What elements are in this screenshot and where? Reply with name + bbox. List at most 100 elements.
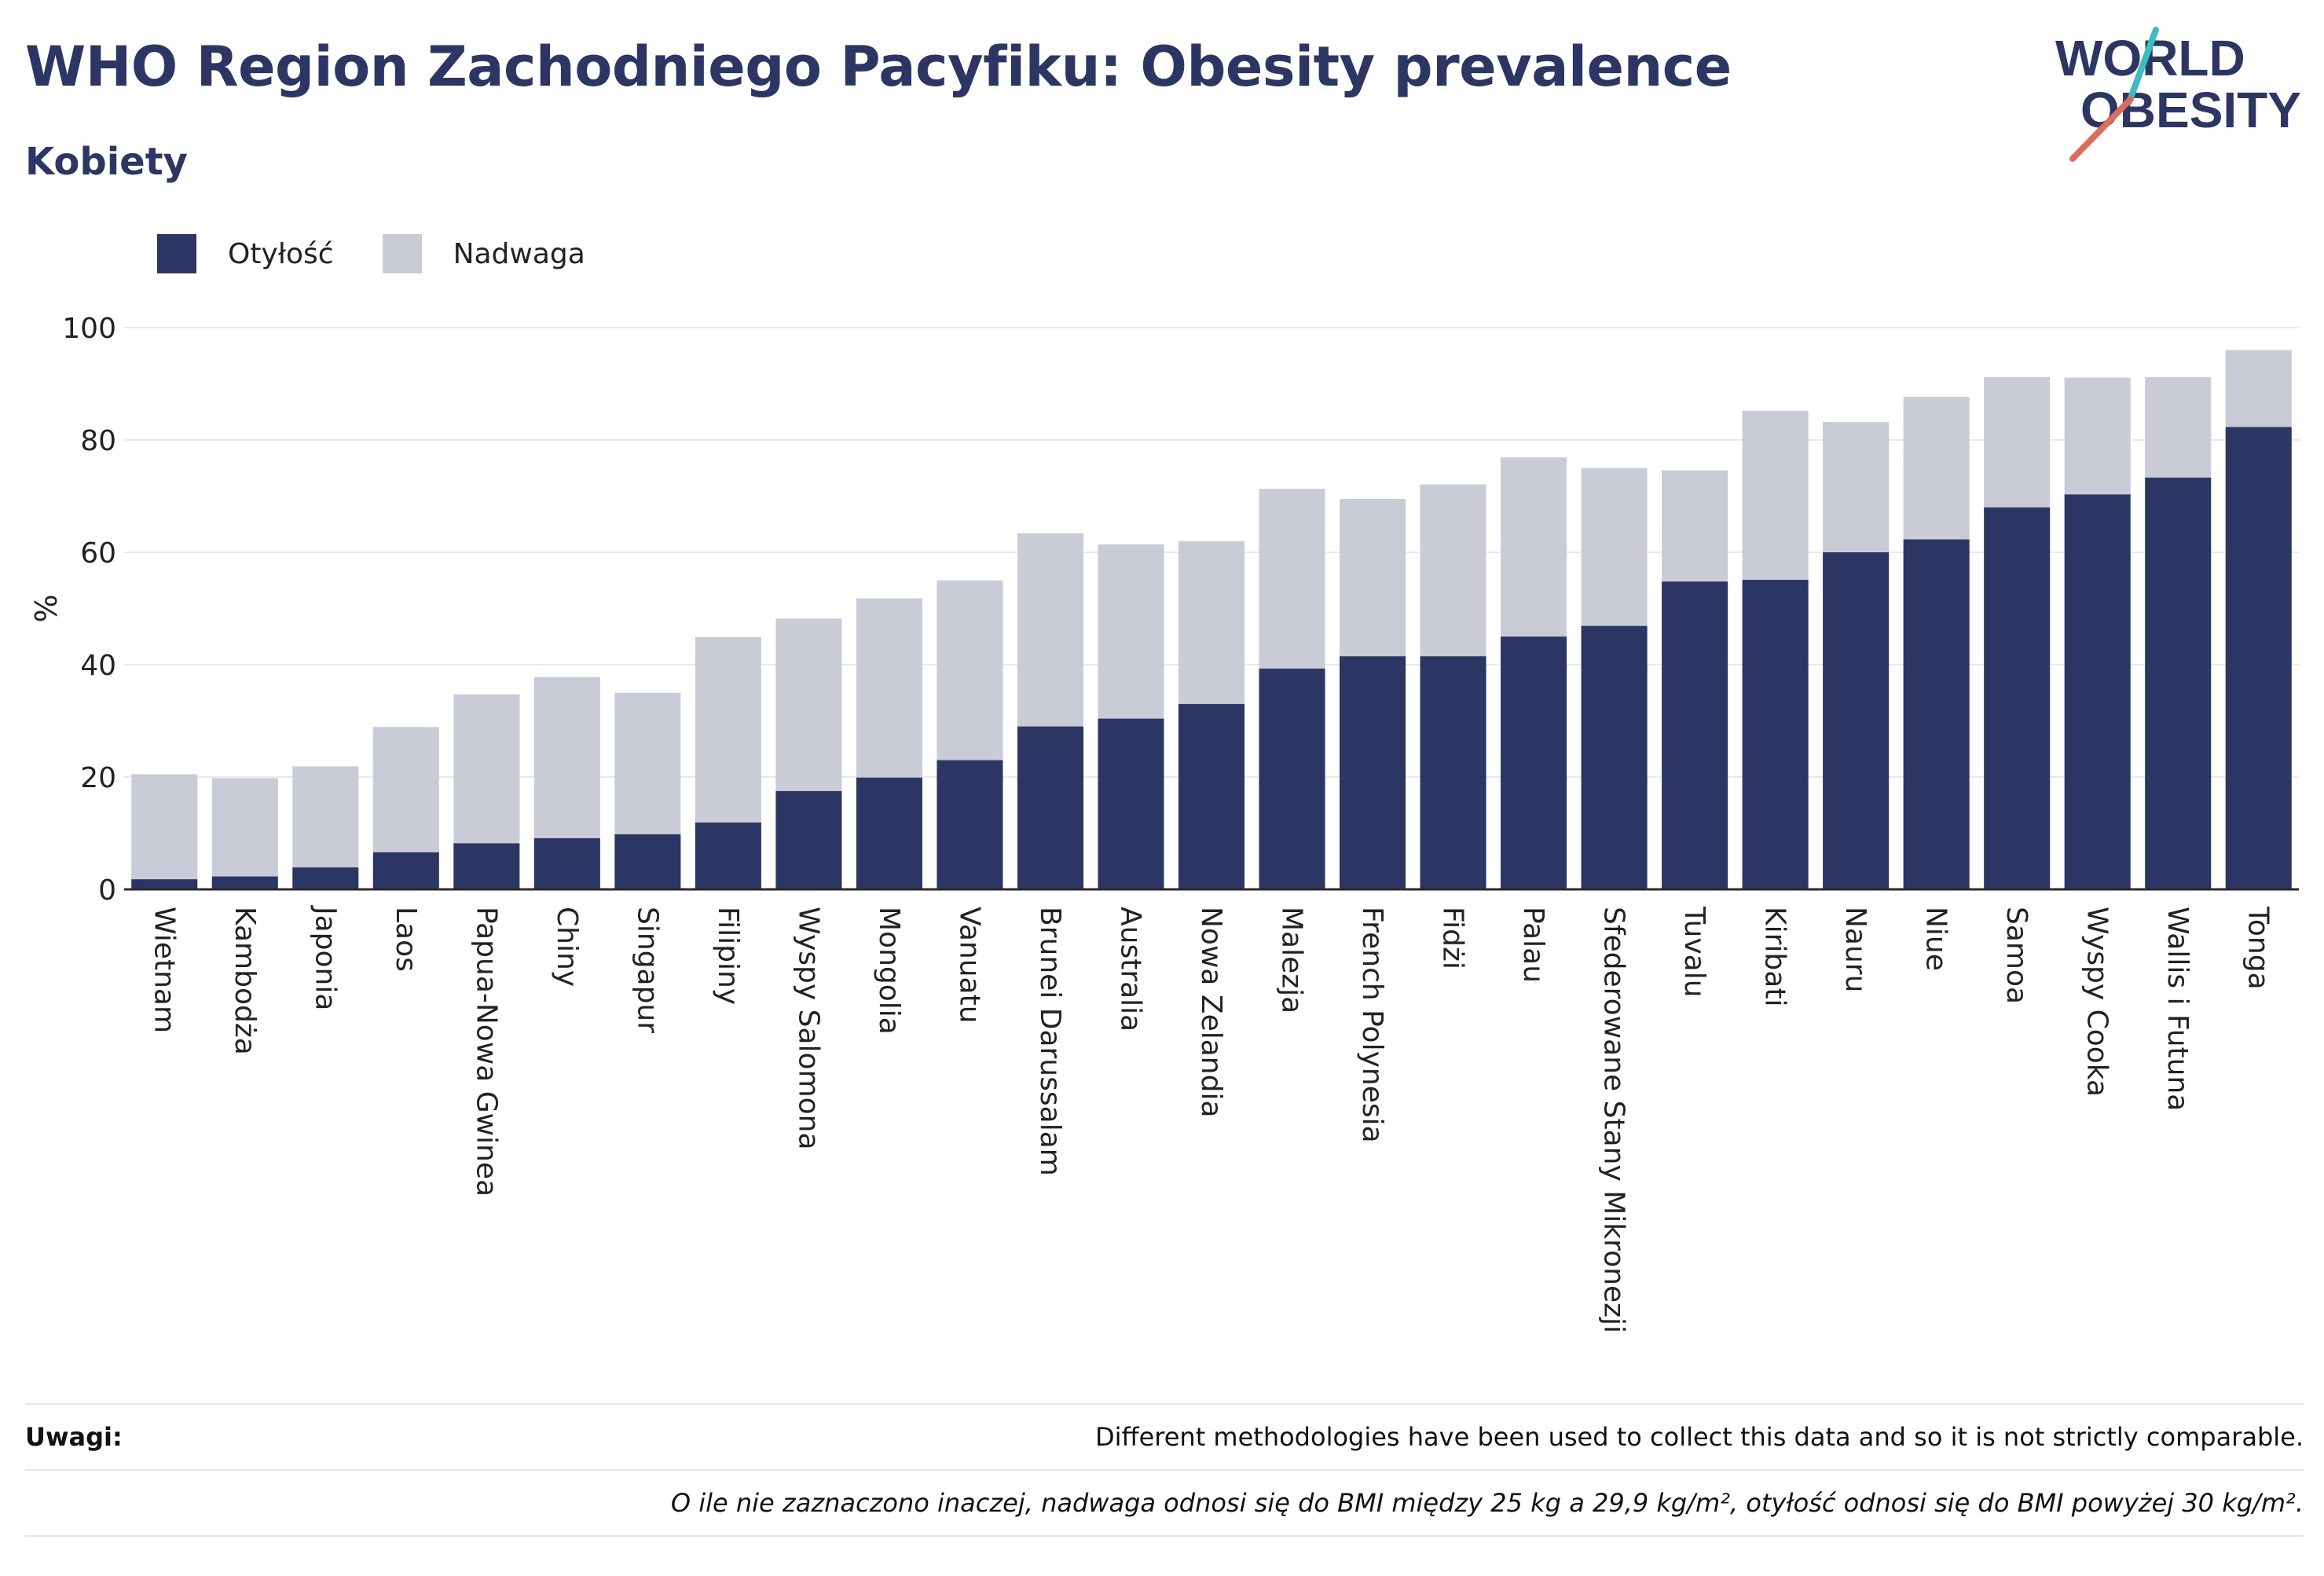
- x-tick-label: Fidżi: [1437, 907, 1469, 969]
- bar-overweight: [1662, 470, 1728, 582]
- bar-overweight: [533, 676, 600, 838]
- bar-overweight: [856, 598, 922, 778]
- bar-obesity: [2064, 494, 2131, 889]
- x-tick-label: Japonia: [309, 905, 341, 1010]
- bar-obesity: [856, 777, 922, 889]
- bar-obesity: [2145, 477, 2212, 889]
- bar-obesity: [211, 876, 278, 889]
- bar-obesity: [1178, 704, 1245, 889]
- x-tick-label: Kiribati: [1759, 907, 1791, 1006]
- legend-swatch-obesity: [157, 234, 196, 273]
- notes-divider-middle: [25, 1469, 2304, 1471]
- bar-overweight: [292, 766, 359, 868]
- x-tick-label: Kambodża: [229, 907, 261, 1055]
- bar-obesity: [1259, 669, 1325, 889]
- bar-overweight: [1581, 467, 1648, 626]
- bar-obesity: [2225, 427, 2292, 889]
- chart-subtitle: Kobiety: [25, 140, 188, 184]
- legend-label-overweight: Nadwaga: [453, 237, 585, 270]
- bar-obesity: [1903, 539, 1970, 889]
- bar-obesity: [292, 867, 359, 889]
- x-tick-label: Nowa Zelandia: [1195, 907, 1227, 1118]
- bar-overweight: [1903, 396, 1970, 540]
- bar-overweight: [775, 618, 842, 791]
- bar-overweight: [1178, 541, 1245, 705]
- bar-overweight: [1420, 484, 1486, 657]
- bar-overweight: [1098, 544, 1164, 719]
- bar-obesity: [775, 790, 842, 889]
- y-tick-label: 20: [80, 762, 116, 794]
- x-tick-label: Laos: [390, 907, 422, 972]
- bar-obesity: [1340, 656, 1406, 889]
- notes-section: Uwagi: Different methodologies have been…: [25, 1403, 2304, 1537]
- x-tick-label: Wyspy Salomona: [792, 907, 824, 1150]
- x-tick-label: Palau: [1517, 907, 1549, 983]
- notes-divider-bottom: [25, 1535, 2304, 1537]
- x-tick-label: Mongolia: [873, 907, 905, 1035]
- y-tick-label: 80: [80, 425, 116, 457]
- bar-overweight: [2064, 377, 2131, 495]
- x-tick-label: Papua-Nowa Gwinea: [470, 907, 502, 1197]
- bar-overweight: [131, 774, 198, 880]
- bar-obesity: [614, 834, 681, 889]
- bar-obesity: [1742, 580, 1809, 889]
- x-tick-label: Nauru: [1839, 907, 1871, 992]
- x-tick-label: Australia: [1114, 907, 1146, 1032]
- bar-overweight: [1501, 457, 1567, 637]
- bar-overweight: [1017, 533, 1083, 727]
- bar-overweight: [1340, 499, 1406, 657]
- notes-definition: O ile nie zaznaczono inaczej, nadwaga od…: [670, 1488, 2304, 1518]
- bar-obesity: [1823, 552, 1890, 889]
- bar-overweight: [614, 692, 681, 834]
- notes-label: Uwagi:: [25, 1422, 123, 1452]
- bar-obesity: [453, 843, 520, 889]
- y-axis-label: %: [29, 594, 64, 622]
- bar-overweight: [211, 778, 278, 877]
- bar-overweight: [1742, 410, 1809, 581]
- x-tick-label: Vanuatu: [953, 907, 985, 1024]
- chart-title: WHO Region Zachodniego Pacyfiku: Obesity…: [25, 35, 1732, 99]
- y-tick-label: 100: [62, 313, 116, 345]
- x-tick-label: Tuvalu: [1678, 906, 1710, 998]
- x-tick-label: Wyspy Cooka: [2081, 907, 2113, 1097]
- bar-obesity: [1098, 718, 1164, 889]
- x-tick-label: Malezja: [1276, 907, 1308, 1013]
- bar-obesity: [1017, 726, 1083, 889]
- bar-overweight: [695, 636, 761, 823]
- x-tick-label: Sfederowane Stany Mikronezji: [1598, 907, 1630, 1333]
- x-tick-label: Singapur: [631, 907, 663, 1033]
- bar-obesity: [131, 879, 198, 889]
- legend-label-obesity: Otyłość: [228, 237, 334, 270]
- legend-swatch-overweight: [382, 234, 422, 273]
- legend-item-obesity[interactable]: Otyłość: [157, 234, 334, 273]
- stacked-bar-chart: 0 20 40 60 80 100% Wietnam Kambodża Japonia Laos P…: [29, 313, 2299, 1333]
- x-tick-label: Filipiny: [712, 907, 744, 1005]
- y-tick-label: 60: [80, 537, 116, 570]
- logo-line-2: OBESITY: [2080, 82, 2301, 138]
- bar-overweight: [453, 694, 520, 844]
- x-tick-label: French Polynesia: [1356, 907, 1388, 1143]
- legend: Otyłość Nadwaga: [157, 233, 634, 275]
- world-obesity-logo: WORLD OBESITY: [2055, 27, 2301, 162]
- bar-obesity: [372, 852, 439, 889]
- bar-overweight: [2145, 376, 2212, 478]
- bar-overweight: [372, 727, 439, 852]
- x-tick-label: Chiny: [551, 907, 583, 987]
- notes-text: Different methodologies have been used t…: [1095, 1422, 2304, 1452]
- logo-slash-teal: [2126, 27, 2159, 105]
- bar-obesity: [1501, 636, 1567, 889]
- y-tick-label: 40: [80, 650, 116, 682]
- bar-obesity: [937, 760, 1003, 889]
- bar-overweight: [937, 580, 1003, 761]
- bar-obesity: [695, 822, 761, 889]
- bar-overweight: [1259, 489, 1325, 669]
- x-tick-label: Wallis i Futuna: [2161, 907, 2194, 1111]
- logo-slash-red: [2069, 96, 2134, 162]
- x-tick-label: Samoa: [2000, 907, 2033, 1004]
- notes-divider-top: [25, 1403, 2304, 1405]
- y-tick-label: 0: [98, 874, 116, 907]
- legend-item-overweight[interactable]: Nadwaga: [382, 234, 585, 273]
- bar-obesity: [1581, 625, 1648, 889]
- x-tick-label: Niue: [1920, 907, 1952, 971]
- bar-overweight: [2225, 350, 2292, 427]
